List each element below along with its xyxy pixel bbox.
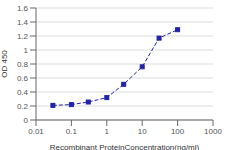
svg-text:0.2: 0.2 — [17, 102, 29, 111]
svg-text:1.4: 1.4 — [17, 18, 29, 27]
svg-text:Recombinant ProteinConcentrati: Recombinant ProteinConcentration(ng/ml) — [50, 143, 200, 150]
svg-text:OD 450: OD 450 — [8, 50, 9, 78]
svg-text:0.01: 0.01 — [28, 127, 44, 136]
svg-text:1: 1 — [24, 46, 29, 55]
svg-text:0.8: 0.8 — [17, 60, 29, 69]
svg-text:0: 0 — [24, 116, 29, 125]
svg-text:0.4: 0.4 — [17, 88, 29, 97]
svg-text:0.1: 0.1 — [66, 127, 78, 136]
svg-text:0.6: 0.6 — [17, 74, 29, 83]
svg-text:100: 100 — [171, 127, 185, 136]
svg-text:1: 1 — [105, 127, 110, 136]
svg-text:1.2: 1.2 — [17, 32, 29, 41]
svg-text:10: 10 — [138, 127, 147, 136]
svg-text:1.6: 1.6 — [17, 4, 29, 13]
svg-text:1000: 1000 — [204, 127, 217, 136]
